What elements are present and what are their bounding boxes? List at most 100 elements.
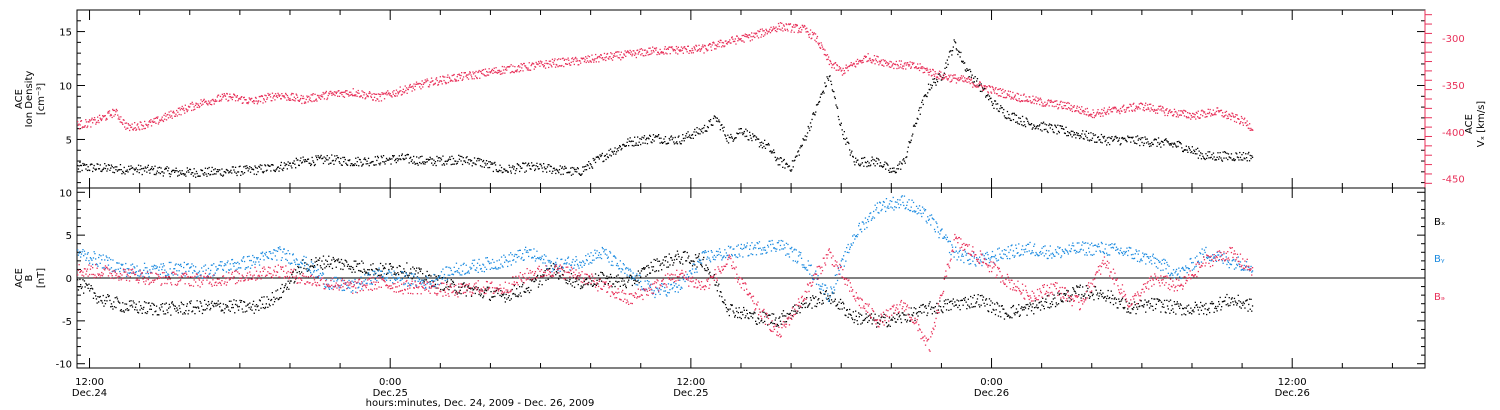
field-series-0-point [984, 305, 986, 307]
velocity-series-point [1115, 108, 1117, 110]
velocity-series-point [294, 100, 296, 102]
ion-density-series-point [566, 172, 568, 174]
velocity-series-point [264, 101, 267, 103]
field-series-0-point [488, 298, 491, 301]
velocity-tick-label: -450 [1442, 175, 1465, 186]
velocity-series-point [777, 22, 780, 25]
field-series-0-point [240, 301, 242, 303]
ion-density-series-point [140, 168, 143, 170]
velocity-series-point [380, 100, 383, 102]
field-series-0-point [355, 265, 358, 267]
velocity-series-point [157, 116, 159, 118]
field-series-0-point [585, 279, 587, 281]
field-series-0-point [643, 267, 645, 269]
ion-density-series-point [1196, 153, 1198, 155]
velocity-series-point [306, 96, 309, 98]
velocity-series-point [502, 69, 505, 71]
velocity-series-point [84, 125, 86, 127]
field-series-0-point [1143, 303, 1145, 306]
ion-density-series-point [516, 168, 518, 170]
ion-density-series-point [1141, 141, 1143, 144]
ion-density-series-point [832, 90, 834, 92]
velocity-series-point [544, 67, 547, 69]
velocity-series-point [483, 74, 485, 76]
velocity-series-point [141, 128, 143, 130]
velocity-series-point [1082, 111, 1084, 113]
velocity-series-point [194, 108, 196, 110]
velocity-series-point [287, 96, 289, 99]
velocity-series-point [607, 57, 609, 59]
field-series-0-point [117, 300, 119, 302]
ion-density-series-point [84, 164, 86, 166]
velocity-series-point [512, 65, 514, 67]
velocity-series-point [408, 86, 410, 89]
velocity-series-point [893, 67, 895, 70]
ion-density-series-point [397, 160, 399, 162]
ion-density-series-point [338, 161, 340, 163]
velocity-series-point [231, 98, 233, 101]
velocity-series-point [1181, 110, 1183, 112]
ion-density-series-point [249, 166, 251, 168]
velocity-series-point [829, 60, 832, 63]
field-series-0-point [687, 257, 689, 259]
ion-density-series-point [1136, 135, 1139, 137]
ion-density-series-point [927, 83, 930, 85]
ion-density-series-point [323, 156, 325, 158]
velocity-series-point [452, 74, 455, 76]
field-series-0-point [451, 283, 453, 285]
field-series-0-point [1054, 305, 1057, 308]
velocity-series-point [1145, 108, 1147, 111]
ion-density-series-point [280, 164, 282, 166]
field-series-0-point [127, 309, 129, 312]
field-series-0-point [282, 291, 284, 293]
field-series-0-point [608, 276, 610, 278]
ion-density-series-point [587, 164, 589, 167]
ion-density-series-point [694, 128, 696, 131]
ion-density-series-point [1124, 139, 1127, 141]
velocity-series-point [980, 85, 983, 87]
velocity-series-point [507, 66, 509, 68]
field-series-0-point [1022, 306, 1024, 309]
field-series-0-point [204, 309, 207, 311]
ion-density-series-point [1109, 143, 1111, 146]
velocity-series-point [1136, 106, 1138, 109]
field-series-0-point [367, 273, 370, 275]
field-series-0-point [134, 306, 137, 308]
field-series-0-point [284, 285, 286, 287]
field-series-0-point [508, 295, 510, 297]
velocity-series-point [774, 30, 777, 32]
ion-density-series-point [950, 50, 952, 52]
field-series-0-point [738, 307, 740, 309]
velocity-series-point [119, 121, 121, 123]
ion-density-series-point [863, 165, 865, 167]
ion-density-series-point [653, 140, 655, 142]
velocity-series-point [892, 62, 894, 65]
ion-density-series-point [896, 168, 898, 170]
field-series-0-point [516, 288, 518, 290]
velocity-series-point [895, 60, 897, 63]
velocity-series-point [799, 26, 802, 29]
velocity-series-point [94, 119, 96, 121]
field-series-0-point [603, 274, 605, 276]
field-series-0-point [479, 295, 482, 297]
field-series-0-point [180, 311, 182, 313]
field-series-0-point [223, 312, 225, 314]
ion-density-series-point [644, 142, 646, 144]
velocity-series-point [258, 100, 260, 102]
field-series-0-point [1003, 318, 1006, 320]
field-series-0-point [649, 272, 652, 274]
field-series-0-point [889, 325, 891, 327]
velocity-series-point [454, 78, 456, 80]
ion-density-series-point [1218, 158, 1220, 160]
ion-density-series-point [783, 158, 785, 161]
field-series-0-point [758, 322, 761, 324]
ion-density-series-point [1063, 132, 1066, 134]
velocity-series-point [455, 79, 457, 81]
ion-density-series-point [117, 169, 119, 171]
velocity-series-point [620, 59, 622, 61]
field-series-0-point [108, 295, 110, 297]
velocity-series-point [1103, 107, 1105, 109]
field-series-0-point [516, 295, 518, 297]
field-series-0-point [922, 303, 924, 306]
velocity-series-point [279, 94, 281, 96]
